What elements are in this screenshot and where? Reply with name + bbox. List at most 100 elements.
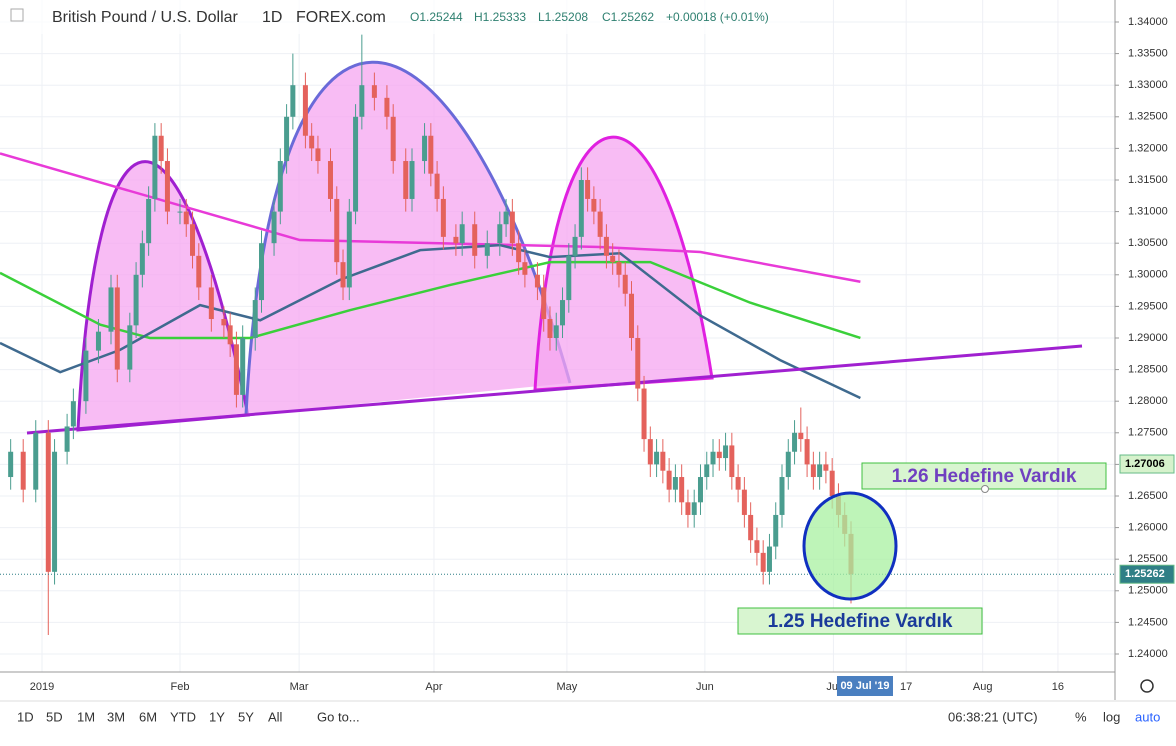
scale-option[interactable]: log xyxy=(1103,709,1120,724)
candle-body xyxy=(754,540,760,553)
candle-body xyxy=(259,243,265,301)
candle-body xyxy=(309,135,315,149)
candle-body xyxy=(384,97,390,117)
candle-body xyxy=(804,439,810,465)
ohlc-value: H1.25333 xyxy=(474,10,526,24)
candle-body xyxy=(585,179,591,199)
x-tick-label: 16 xyxy=(1052,681,1064,693)
candle-body xyxy=(647,439,653,465)
candle-body xyxy=(509,211,515,244)
x-tick-label: May xyxy=(557,681,578,693)
candle-body xyxy=(516,243,522,263)
neckline xyxy=(26,344,1083,435)
x-tick-label: Mar xyxy=(290,681,309,693)
symbol[interactable]: British Pound / U.S. Dollar xyxy=(52,9,239,26)
x-tick-label: Aug xyxy=(973,681,993,693)
anchor xyxy=(981,485,989,493)
candle-body xyxy=(704,464,710,478)
moving-average xyxy=(0,260,861,340)
range-button[interactable]: YTD xyxy=(170,709,196,724)
y-tick-label: 1.28000 xyxy=(1128,395,1168,407)
y-tick-label: 1.25000 xyxy=(1128,585,1168,597)
candle-body xyxy=(716,451,722,459)
candle-body xyxy=(691,502,697,515)
candle-body xyxy=(572,236,578,256)
scale-option[interactable]: auto xyxy=(1135,709,1160,724)
price-label-bg xyxy=(1119,454,1175,474)
candle-body xyxy=(371,85,377,98)
candle-body xyxy=(183,211,189,225)
candle-body xyxy=(541,287,547,320)
candle-body xyxy=(735,477,741,490)
candle-body xyxy=(522,262,528,275)
candle-body xyxy=(45,432,51,572)
y-tick-label: 1.30500 xyxy=(1128,237,1168,249)
price-label: 1.25262 xyxy=(1125,568,1165,580)
candle-body xyxy=(798,432,804,440)
range-button[interactable]: 5Y xyxy=(238,709,254,724)
candle-body xyxy=(64,426,70,452)
candle-body xyxy=(729,445,735,478)
goto[interactable]: Go to... xyxy=(317,709,360,724)
candle-body xyxy=(315,148,321,162)
range-button[interactable]: 1D xyxy=(17,709,34,724)
x-tick-label: 2019 xyxy=(30,681,54,693)
candle-body xyxy=(252,300,258,338)
candle-body xyxy=(8,451,14,478)
x-tick-label: Jun xyxy=(696,681,714,693)
candles xyxy=(0,34,1115,636)
candle-body xyxy=(227,325,233,345)
candle-body xyxy=(290,85,296,117)
interval[interactable]: 1D xyxy=(262,9,282,26)
settings[interactable] xyxy=(1140,679,1154,693)
candle-body xyxy=(810,464,816,478)
candle-body xyxy=(779,477,785,515)
candle-body xyxy=(773,514,779,547)
candle-body xyxy=(428,135,434,174)
x-tick-label: Jul xyxy=(826,681,840,693)
candle-body xyxy=(208,287,214,320)
annotation: 1.26 Hedefine Vardık xyxy=(892,466,1077,487)
range-button[interactable]: 1Y xyxy=(209,709,225,724)
candle-body xyxy=(359,85,365,117)
candle-body xyxy=(340,262,346,288)
y-tick-label: 1.31000 xyxy=(1128,205,1168,217)
arc-1 xyxy=(76,160,250,432)
y-tick-label: 1.24500 xyxy=(1128,616,1168,628)
x-tick-label: 17 xyxy=(900,681,912,693)
candle-body xyxy=(114,287,120,370)
candle-body xyxy=(672,477,678,490)
y-tick-label: 1.27500 xyxy=(1128,427,1168,439)
candle-body xyxy=(83,350,89,402)
range-button[interactable]: 6M xyxy=(139,709,157,724)
range-button[interactable]: 1M xyxy=(77,709,95,724)
candle-body xyxy=(108,287,114,332)
moving-average xyxy=(0,243,861,400)
candle-body xyxy=(240,337,246,395)
candle-body xyxy=(597,211,603,237)
candle-body xyxy=(20,451,26,490)
candle-body xyxy=(233,344,239,395)
ohlc: O1.25244 H1.25333 L1.25208 C1.25262 +0.00018… xyxy=(410,10,769,24)
y-tick-label: 1.32500 xyxy=(1128,111,1168,123)
candle-body xyxy=(139,243,145,275)
candle-body xyxy=(70,401,76,427)
range-button[interactable]: 3M xyxy=(107,709,125,724)
candle-body xyxy=(666,470,672,490)
range-button[interactable]: All xyxy=(268,709,283,724)
cursor-date: 09 Jul '19 xyxy=(840,680,889,692)
scale-option[interactable]: % xyxy=(1075,709,1087,724)
candle-body xyxy=(603,236,609,256)
candle-body xyxy=(616,262,622,275)
candle-body xyxy=(641,388,647,440)
range-button[interactable]: 5D xyxy=(46,709,63,724)
y-tick-label: 1.33500 xyxy=(1128,47,1168,59)
y-tick-label: 1.30000 xyxy=(1128,269,1168,281)
y-tick-label: 1.29500 xyxy=(1128,300,1168,312)
candle-body xyxy=(277,161,283,212)
candle-body xyxy=(654,451,660,465)
target-circle xyxy=(802,491,898,601)
candle-body xyxy=(353,116,359,212)
